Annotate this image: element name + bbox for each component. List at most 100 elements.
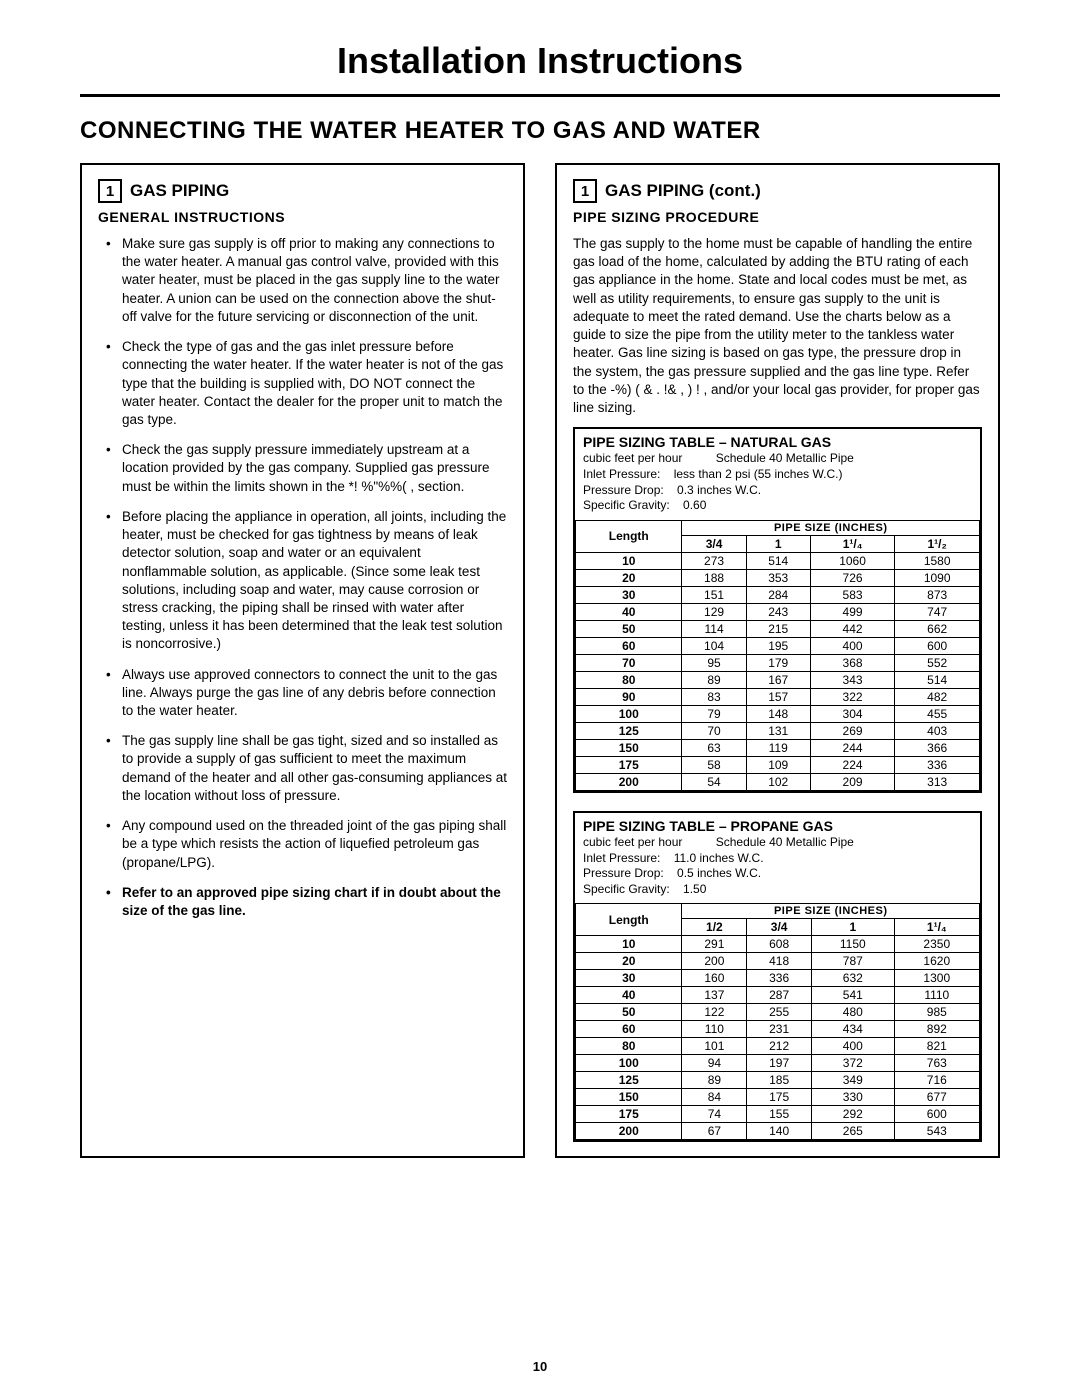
value-cell: 482 [895,688,980,705]
value-cell: 188 [682,569,746,586]
natural-gas-table-wrap: PIPE SIZING TABLE – NATURAL GAS cubic fe… [573,427,982,793]
value-cell: 148 [746,705,810,722]
table-row: 17558109224336 [576,756,980,773]
value-cell: 403 [895,722,980,739]
table-row: 50114215442662 [576,620,980,637]
table-row: 8089167343514 [576,671,980,688]
value-cell: 632 [812,970,895,987]
table-row: 50122255480985 [576,1004,980,1021]
length-cell: 80 [576,1038,682,1055]
value-cell: 600 [895,637,980,654]
value-cell: 63 [682,739,746,756]
left-subheading: GENERAL INSTRUCTIONS [98,209,507,225]
value-cell: 600 [894,1106,979,1123]
pipe-size-header: PIPE SIZE (INCHES) [682,520,980,535]
value-cell: 1150 [812,936,895,953]
step-number-box: 1 [573,179,597,203]
value-cell: 514 [746,552,810,569]
value-cell: 322 [810,688,895,705]
list-item: Refer to an approved pipe sizing chart i… [106,884,507,920]
value-cell: 95 [682,654,746,671]
list-item: Before placing the appliance in operatio… [106,508,507,654]
size-col: 1¹/₄ [810,535,895,552]
length-cell: 150 [576,739,682,756]
value-cell: 231 [747,1021,812,1038]
table-row: 201883537261090 [576,569,980,586]
value-cell: 353 [746,569,810,586]
length-cell: 70 [576,654,682,671]
value-cell: 224 [810,756,895,773]
list-item: Check the type of gas and the gas inlet … [106,338,507,429]
table-meta-line: Pressure Drop: 0.3 inches W.C. [583,483,972,499]
value-cell: 747 [895,603,980,620]
value-cell: 284 [746,586,810,603]
value-cell: 58 [682,756,746,773]
page-number: 10 [533,1359,547,1374]
value-cell: 287 [747,987,812,1004]
value-cell: 499 [810,603,895,620]
meta-value: less than 2 psi (55 inches W.C.) [674,467,843,481]
value-cell: 313 [895,773,980,790]
length-cell: 10 [576,936,682,953]
length-cell: 20 [576,953,682,970]
table-meta-line: Inlet Pressure: 11.0 inches W.C. [583,851,972,867]
length-cell: 200 [576,1123,682,1140]
value-cell: 763 [894,1055,979,1072]
value-cell: 1110 [894,987,979,1004]
meta-value: 1.50 [683,882,706,896]
length-cell: 50 [576,620,682,637]
length-cell: 175 [576,1106,682,1123]
value-cell: 243 [746,603,810,620]
value-cell: 129 [682,603,746,620]
value-cell: 336 [895,756,980,773]
meta-label: Inlet Pressure: [583,851,660,865]
length-cell: 60 [576,1021,682,1038]
value-cell: 74 [682,1106,747,1123]
table-meta-line: cubic feet per hour Schedule 40 Metallic… [583,835,972,851]
value-cell: 179 [746,654,810,671]
value-cell: 372 [812,1055,895,1072]
value-cell: 543 [894,1123,979,1140]
propane-gas-table-wrap: PIPE SIZING TABLE – PROPANE GAS cubic fe… [573,811,982,1143]
value-cell: 200 [682,953,747,970]
list-item: Check the gas supply pressure immediatel… [106,441,507,496]
table-row: 1029160811502350 [576,936,980,953]
table-row: 12589185349716 [576,1072,980,1089]
right-column: 1 GAS PIPING (cont.) PIPE SIZING PROCEDU… [555,163,1000,1158]
step-label: GAS PIPING [130,181,229,201]
meta-text: Schedule 40 Metallic Pipe [716,451,854,465]
value-cell: 292 [812,1106,895,1123]
value-cell: 157 [746,688,810,705]
size-col: 1 [812,919,895,936]
table-row: 80101212400821 [576,1038,980,1055]
size-col: 1¹/₂ [895,535,980,552]
left-column: 1 GAS PIPING GENERAL INSTRUCTIONS Make s… [80,163,525,1158]
value-cell: 514 [895,671,980,688]
value-cell: 892 [894,1021,979,1038]
value-cell: 726 [810,569,895,586]
instructions-list: Make sure gas supply is off prior to mak… [98,235,507,920]
size-col: 1/2 [682,919,747,936]
meta-text: cubic feet per hour [583,451,682,465]
value-cell: 1090 [895,569,980,586]
length-cell: 10 [576,552,682,569]
value-cell: 102 [746,773,810,790]
length-cell: 175 [576,756,682,773]
value-cell: 480 [812,1004,895,1021]
size-col: 3/4 [747,919,812,936]
value-cell: 1300 [894,970,979,987]
value-cell: 400 [810,637,895,654]
value-cell: 155 [747,1106,812,1123]
value-cell: 455 [895,705,980,722]
meta-label: Specific Gravity: [583,498,670,512]
length-cell: 125 [576,722,682,739]
step-number-box: 1 [98,179,122,203]
value-cell: 336 [747,970,812,987]
table-row: 60104195400600 [576,637,980,654]
table-row: 1027351410601580 [576,552,980,569]
value-cell: 418 [747,953,812,970]
pipe-size-header: PIPE SIZE (INCHES) [682,904,980,919]
two-column-layout: 1 GAS PIPING GENERAL INSTRUCTIONS Make s… [80,163,1000,1158]
value-cell: 79 [682,705,746,722]
propane-gas-pipe-table: Length PIPE SIZE (INCHES) 1/2 3/4 1 1¹/₄… [575,903,980,1140]
